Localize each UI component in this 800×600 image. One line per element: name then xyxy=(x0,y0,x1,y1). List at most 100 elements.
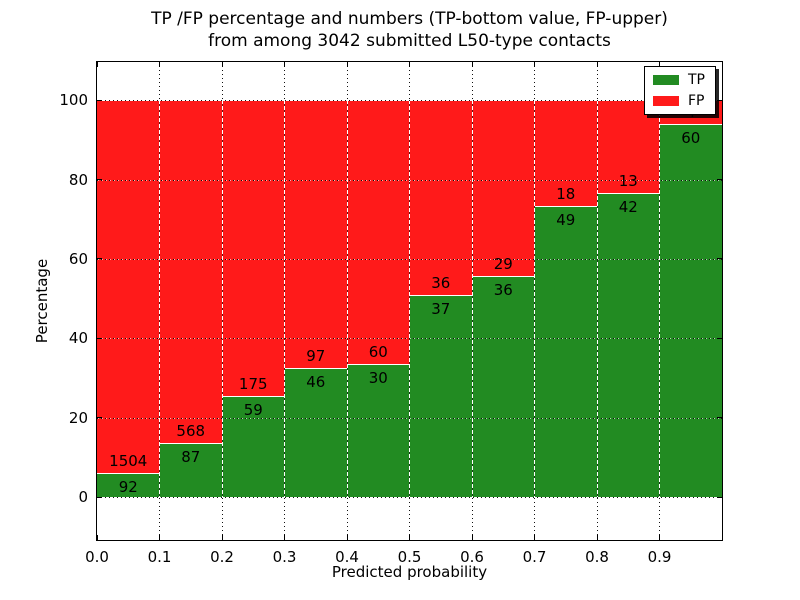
bar-boundary-line xyxy=(596,100,598,498)
bar-value-label-fp: 175 xyxy=(238,375,268,394)
x-tick-label: 0.8 xyxy=(585,548,609,566)
x-tick-mark-top xyxy=(221,62,223,67)
bar-boundary-line xyxy=(221,100,223,498)
bar-value-label-fp: 36 xyxy=(431,273,451,292)
x-tick-label: 0.1 xyxy=(147,548,172,566)
y-tick-label: 20 xyxy=(68,408,88,427)
x-tick-mark-bottom xyxy=(221,535,223,540)
bar-boundary-line xyxy=(284,100,285,498)
bar-boundary-line xyxy=(471,100,473,498)
y-tick-mark-left xyxy=(97,258,102,260)
bar-segment-fp xyxy=(347,100,410,365)
legend: TP FP xyxy=(644,66,716,115)
bar-boundary-line xyxy=(159,100,160,498)
y-tick-mark-left xyxy=(97,337,102,339)
y-tick-mark-left xyxy=(97,179,102,180)
bar-value-label-tp: 42 xyxy=(618,197,638,216)
legend-label-fp: FP xyxy=(688,93,705,109)
bar-value-label-tp: 87 xyxy=(181,448,201,467)
x-tick-mark-bottom xyxy=(596,535,598,540)
y-axis-label: Percentage xyxy=(33,258,51,344)
bar-value-label-fp: 97 xyxy=(306,347,326,366)
y-tick-label: 100 xyxy=(59,91,88,110)
legend-item-tp: TP xyxy=(653,73,705,87)
bar-value-label-fp: 18 xyxy=(556,184,576,203)
y-tick-label: 0 xyxy=(78,488,88,507)
bar-value-label-tp: 46 xyxy=(306,373,326,392)
y-tick-mark-right xyxy=(717,258,722,260)
horizontal-gridline xyxy=(97,100,722,102)
x-tick-mark-bottom xyxy=(659,535,660,540)
bar-value-label-tp: 92 xyxy=(118,478,138,497)
x-tick-mark-top xyxy=(159,62,160,67)
bar-segment-tp xyxy=(472,277,535,498)
x-tick-mark-top xyxy=(409,62,410,67)
bar-value-label-fp: 13 xyxy=(618,171,638,190)
bar-value-label-fp: 60 xyxy=(368,342,388,361)
x-tick-mark-bottom xyxy=(409,535,410,540)
y-tick-mark-left xyxy=(97,417,102,419)
x-tick-label: 0.7 xyxy=(522,548,547,566)
bar-segment-fp xyxy=(97,100,160,475)
x-tick-label: 0.4 xyxy=(335,548,359,566)
bar-boundary-line xyxy=(659,100,660,498)
x-tick-mark-top xyxy=(346,62,348,67)
x-tick-label: 0.6 xyxy=(460,548,484,566)
horizontal-gridline xyxy=(97,338,722,340)
y-tick-mark-left xyxy=(97,99,102,101)
x-tick-label: 0.2 xyxy=(210,548,234,566)
bar-segment-tp xyxy=(659,124,722,498)
bar-value-label-tp: 60 xyxy=(681,128,701,147)
horizontal-gridline xyxy=(97,258,722,260)
legend-swatch-tp-icon xyxy=(653,75,679,85)
bar-segment-fp xyxy=(284,100,347,370)
legend-swatch-fp-icon xyxy=(653,96,679,106)
x-tick-mark-top xyxy=(659,62,660,67)
bar-value-label-fp: 29 xyxy=(493,255,513,274)
x-tick-label: 0.0 xyxy=(85,548,109,566)
bar-segment-tp xyxy=(347,364,410,498)
x-tick-mark-bottom xyxy=(471,535,473,540)
bar-segment-tp xyxy=(409,295,472,498)
chart-title-line1: TP /FP percentage and numbers (TP-bottom… xyxy=(151,9,668,29)
x-tick-label: 0.9 xyxy=(647,548,672,566)
chart-title: TP /FP percentage and numbers (TP-bottom… xyxy=(96,8,723,52)
bar-segment-tp xyxy=(159,444,222,498)
x-tick-mark-bottom xyxy=(534,535,535,540)
bar-boundary-line xyxy=(534,100,535,498)
bar-value-label-tp: 36 xyxy=(493,281,513,300)
x-tick-mark-bottom xyxy=(284,535,285,540)
bar-segment-fp xyxy=(409,100,472,296)
x-axis-label: Predicted probability xyxy=(331,563,488,581)
x-tick-mark-top xyxy=(96,62,98,67)
y-tick-mark-right xyxy=(717,417,722,419)
x-tick-mark-top xyxy=(284,62,285,67)
bar-value-label-tp: 49 xyxy=(556,210,576,229)
bar-value-label-tp: 30 xyxy=(368,368,388,387)
x-tick-mark-bottom xyxy=(346,535,348,540)
horizontal-gridline xyxy=(97,179,722,181)
x-tick-label: 0.3 xyxy=(272,548,297,566)
bar-segment-tp xyxy=(597,193,660,498)
x-tick-mark-bottom xyxy=(96,535,98,540)
y-tick-label: 60 xyxy=(68,249,88,268)
bar-segment-fp xyxy=(597,100,660,194)
chart-title-line2: from among 3042 submitted L50-type conta… xyxy=(208,31,611,51)
horizontal-gridline xyxy=(97,417,722,419)
bar-segment-tp xyxy=(534,206,597,498)
bar-segment-fp xyxy=(534,100,597,207)
bar-value-label-tp: 59 xyxy=(243,401,263,420)
legend-label-tp: TP xyxy=(688,72,705,88)
bar-segment-tp xyxy=(97,474,160,498)
bar-boundary-line xyxy=(409,100,410,498)
plot-area: 92 1504 87 568 59 175 46 97 30 60 37 36 36 29 49 18 42 13… xyxy=(59,61,723,566)
x-tick-label: 0.5 xyxy=(397,548,422,566)
x-tick-mark-top xyxy=(534,62,535,67)
bar-value-label-fp: 1504 xyxy=(109,452,148,471)
bar-boundary-line xyxy=(346,100,348,498)
bar-value-label-fp: 568 xyxy=(176,422,206,441)
y-tick-mark-left xyxy=(97,496,102,498)
x-tick-mark-top xyxy=(596,62,598,67)
bar-segment-fp xyxy=(222,100,285,398)
